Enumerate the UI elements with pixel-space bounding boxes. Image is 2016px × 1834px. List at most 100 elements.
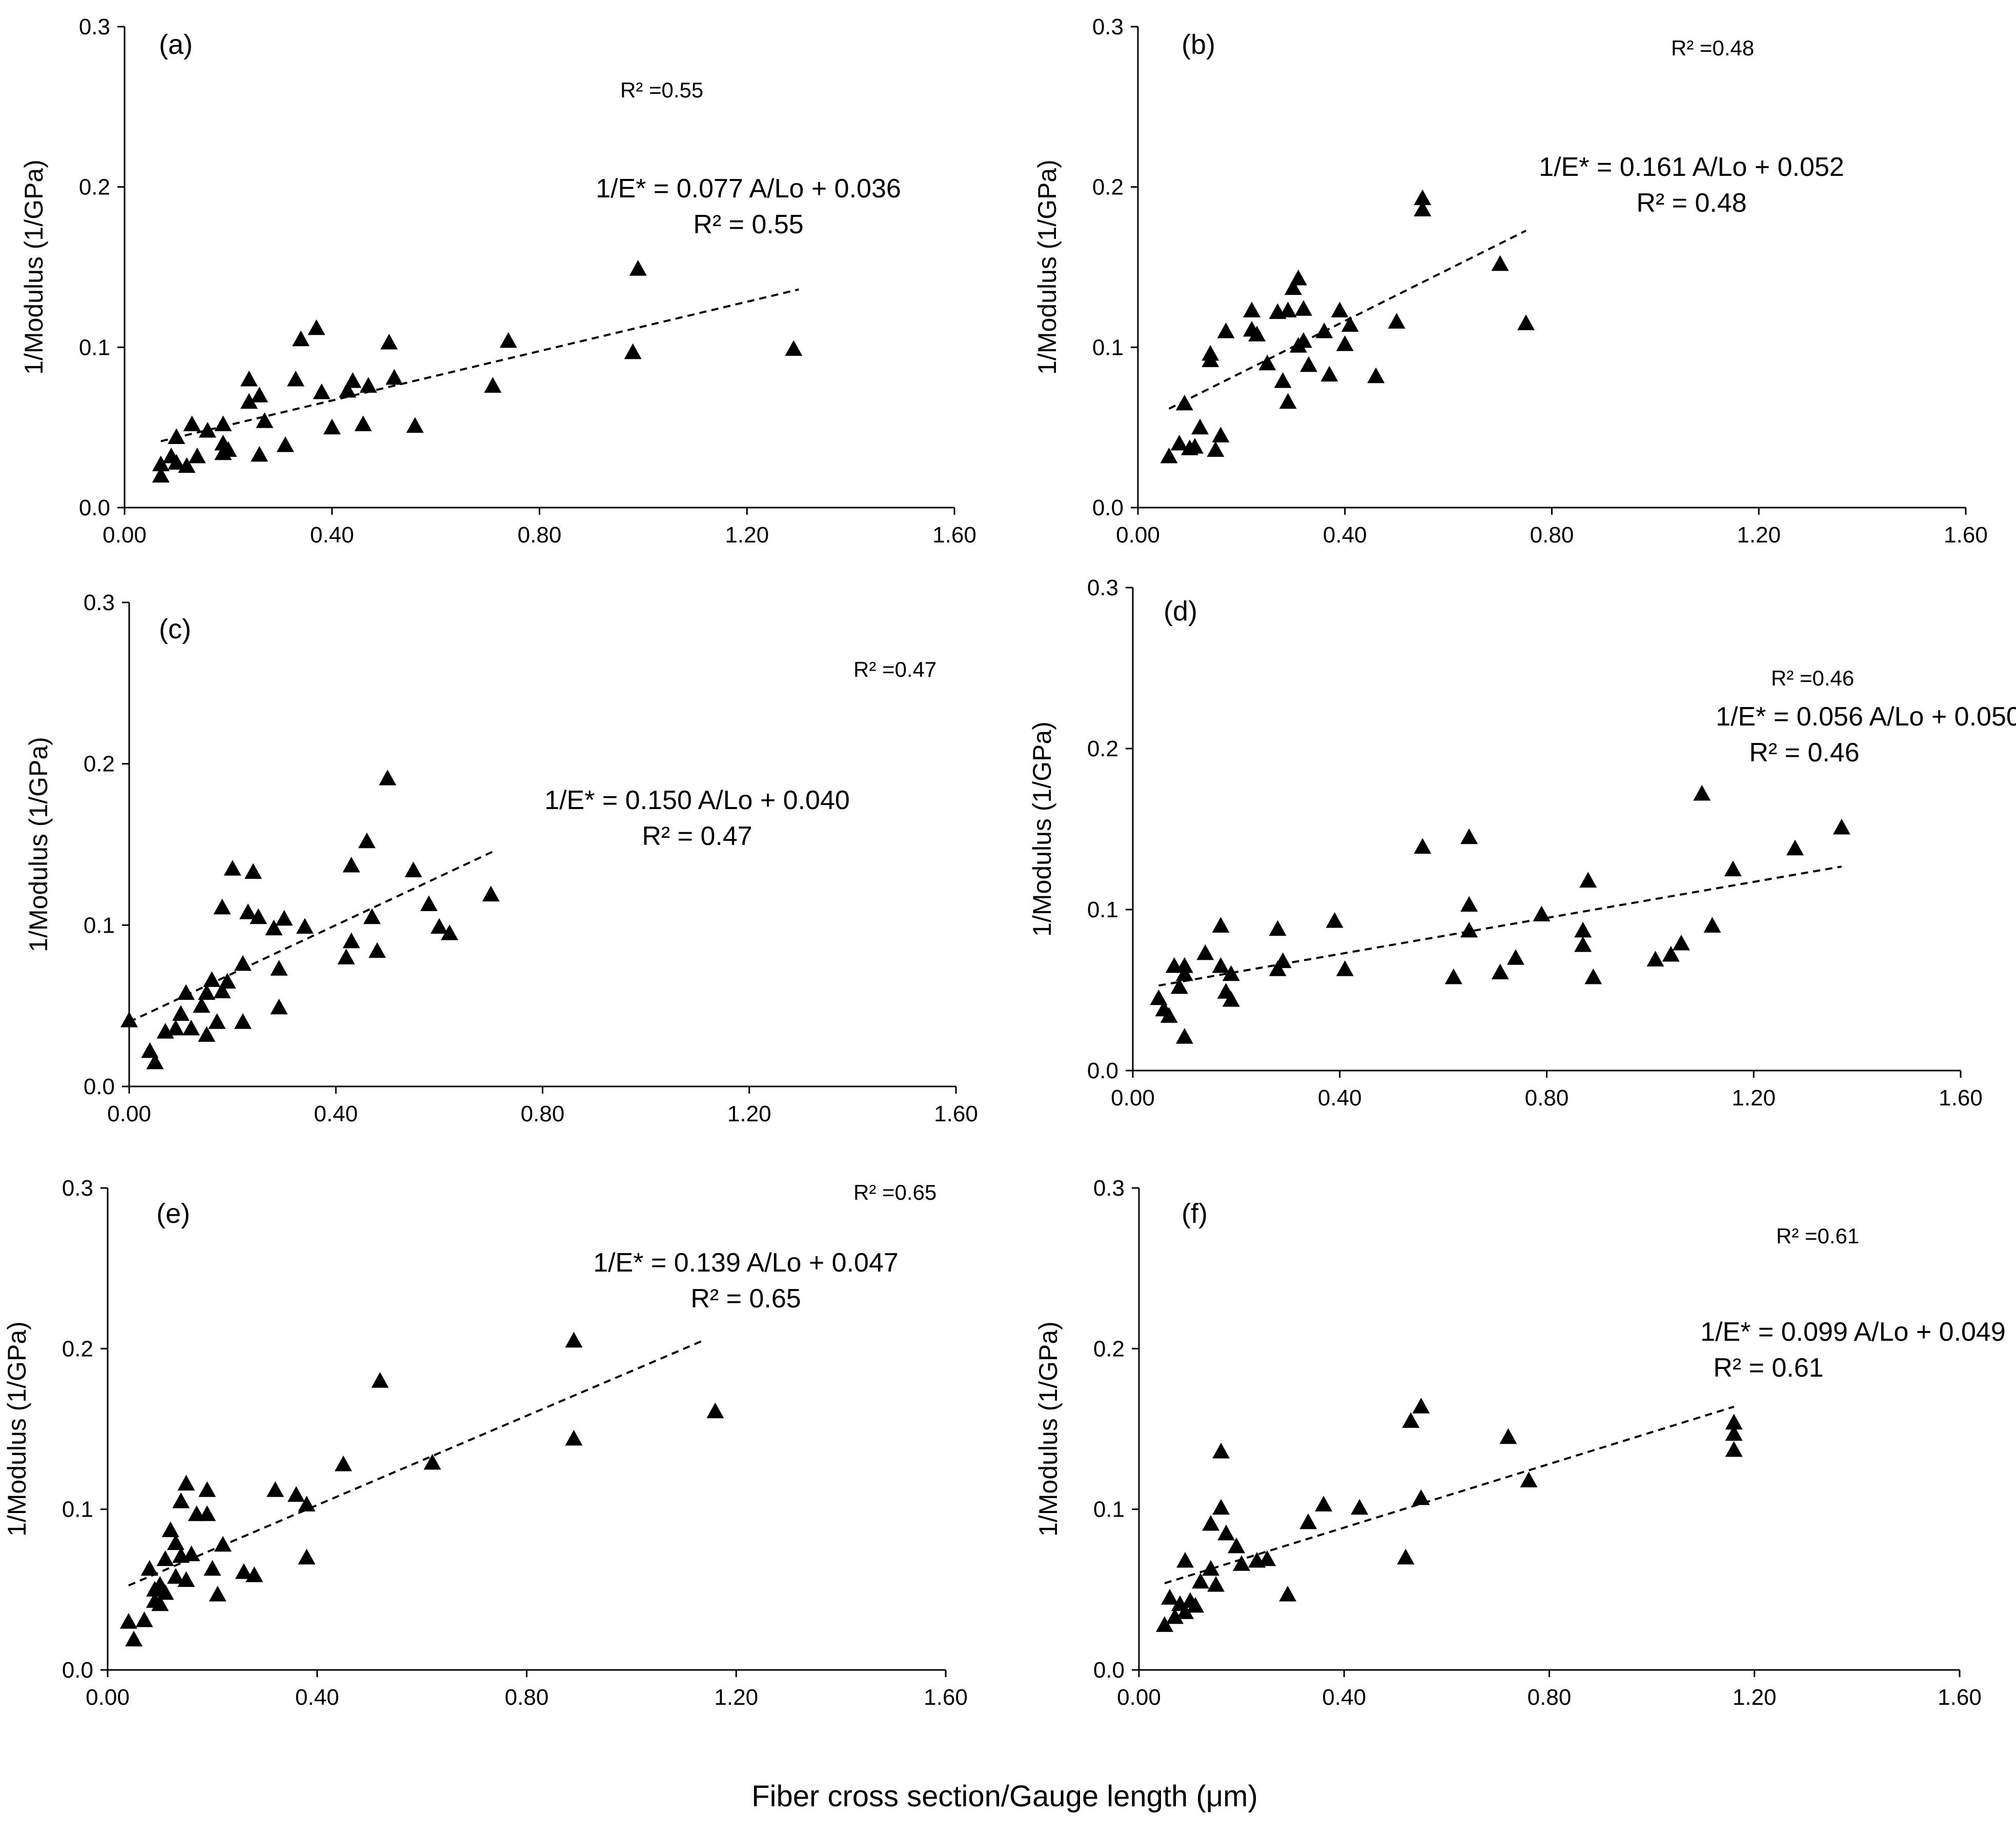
x-tick-label: 1.20 bbox=[1732, 1085, 1776, 1111]
data-point bbox=[296, 918, 314, 934]
data-point bbox=[1725, 1414, 1743, 1430]
data-point bbox=[1217, 323, 1235, 338]
data-point bbox=[1248, 326, 1266, 341]
data-point bbox=[371, 1372, 389, 1388]
y-tick-label: 0.1 bbox=[84, 913, 115, 938]
data-point bbox=[256, 412, 274, 428]
y-tick-label: 0.2 bbox=[62, 1336, 93, 1361]
data-point bbox=[1672, 934, 1690, 951]
data-point bbox=[308, 319, 325, 335]
x-tick-label: 0.00 bbox=[103, 522, 147, 548]
data-point bbox=[234, 1013, 252, 1029]
data-point bbox=[406, 417, 424, 433]
data-point bbox=[1269, 920, 1287, 936]
data-point bbox=[265, 919, 283, 936]
data-point bbox=[1506, 949, 1524, 965]
trendline bbox=[1168, 230, 1526, 410]
data-point bbox=[1520, 1472, 1538, 1487]
data-point bbox=[1161, 1589, 1179, 1605]
data-point bbox=[1258, 1550, 1276, 1566]
chart-panel: 0.00 0.40 0.80 1.20 1.60 0.0 0.1 0.2 0.3 1/Modulu… bbox=[1033, 14, 1988, 548]
x-tick-label: 1.60 bbox=[1939, 1085, 1983, 1111]
data-point bbox=[188, 447, 206, 463]
data-point bbox=[198, 1505, 216, 1521]
data-point bbox=[172, 1493, 190, 1508]
data-point bbox=[1170, 434, 1188, 451]
data-point bbox=[270, 998, 288, 1015]
data-point bbox=[482, 885, 500, 902]
data-point bbox=[275, 910, 293, 926]
data-point bbox=[168, 454, 186, 470]
x-tick-label: 1.60 bbox=[932, 522, 976, 548]
y-axis-label: 1/Modulus (1/GPa) bbox=[1028, 721, 1056, 937]
x-tick-label: 0.40 bbox=[1323, 522, 1367, 548]
data-point bbox=[420, 895, 438, 912]
y-tick-label: 0.1 bbox=[79, 335, 110, 360]
data-point bbox=[359, 377, 377, 393]
data-point bbox=[251, 387, 269, 402]
data-point bbox=[168, 428, 186, 445]
data-point bbox=[1196, 944, 1214, 960]
data-point bbox=[1243, 301, 1261, 318]
y-axis-label: 1/Modulus (1/GPa) bbox=[3, 1321, 31, 1537]
data-point bbox=[1388, 313, 1406, 329]
data-point bbox=[313, 383, 331, 399]
data-point bbox=[218, 973, 236, 989]
trendline bbox=[1158, 865, 1842, 987]
data-point bbox=[152, 455, 170, 472]
y-tick-label: 0.3 bbox=[79, 14, 110, 39]
data-point bbox=[1274, 952, 1292, 969]
data-point bbox=[342, 856, 360, 873]
data-point bbox=[1414, 838, 1432, 854]
data-point bbox=[379, 769, 397, 785]
data-point bbox=[251, 446, 269, 462]
data-point bbox=[292, 330, 310, 347]
data-point bbox=[1460, 828, 1478, 844]
data-point bbox=[1584, 968, 1602, 984]
data-point bbox=[1320, 366, 1338, 382]
data-point bbox=[1289, 269, 1307, 286]
data-point bbox=[177, 984, 195, 1000]
y-axis-label: 1/Modulus (1/GPa) bbox=[1033, 159, 1062, 375]
trendline-equation: 1/E* = 0.150 A/Lo + 0.040 bbox=[544, 785, 850, 815]
data-point bbox=[1191, 418, 1209, 435]
x-tick-label: 0.80 bbox=[1528, 1685, 1572, 1710]
data-point bbox=[1326, 912, 1343, 928]
data-point bbox=[287, 1486, 305, 1502]
panel-label: (c) bbox=[159, 614, 191, 644]
data-point bbox=[178, 457, 196, 473]
x-tick-label: 0.80 bbox=[1525, 1085, 1569, 1111]
data-point bbox=[239, 903, 257, 919]
data-point bbox=[1258, 354, 1276, 371]
r2-label: R² =0.46 bbox=[1771, 666, 1854, 690]
data-point bbox=[1233, 1555, 1251, 1571]
data-point bbox=[1274, 372, 1292, 388]
data-point bbox=[1574, 921, 1592, 938]
data-point bbox=[1533, 905, 1551, 922]
y-tick-label: 0.0 bbox=[1087, 1058, 1118, 1083]
data-point bbox=[342, 932, 360, 949]
data-point bbox=[140, 1560, 158, 1576]
y-tick-label: 0.2 bbox=[1087, 736, 1118, 761]
y-tick-label: 0.1 bbox=[1087, 897, 1118, 922]
data-point bbox=[337, 949, 355, 964]
data-point bbox=[203, 971, 221, 987]
data-point bbox=[276, 436, 294, 452]
data-point bbox=[1693, 784, 1711, 801]
x-tick-label: 0.80 bbox=[1530, 522, 1574, 548]
data-point bbox=[368, 942, 386, 958]
trendline bbox=[128, 1339, 705, 1587]
data-point bbox=[152, 467, 170, 483]
data-point bbox=[1156, 1616, 1174, 1632]
data-point bbox=[1202, 1560, 1220, 1576]
data-point bbox=[1228, 1537, 1246, 1554]
data-point bbox=[1499, 1428, 1517, 1444]
data-point bbox=[1166, 1608, 1184, 1624]
data-point bbox=[1170, 978, 1188, 994]
data-point bbox=[565, 1429, 583, 1446]
data-point bbox=[1212, 1442, 1230, 1459]
data-point bbox=[1414, 200, 1432, 217]
y-tick-label: 0.1 bbox=[1092, 335, 1124, 360]
y-axis-label: 1/Modulus (1/GPa) bbox=[1034, 1321, 1063, 1537]
